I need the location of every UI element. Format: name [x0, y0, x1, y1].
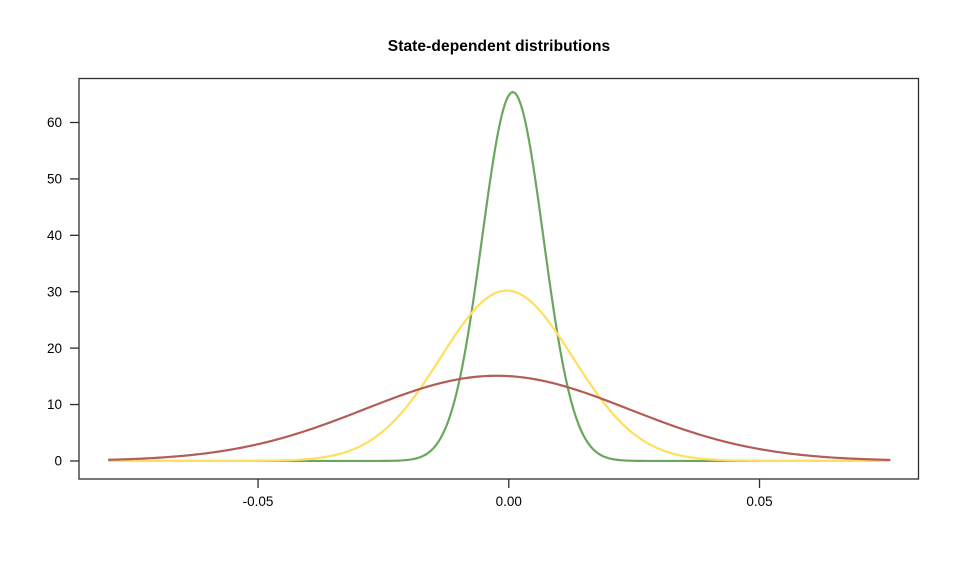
y-axis-tick-label: 60 — [47, 115, 62, 130]
y-axis-tick-label: 40 — [47, 228, 62, 243]
curve-wide-flat-distribution — [107, 374, 891, 461]
chart-title: State-dependent distributions — [387, 38, 611, 55]
y-axis-tick-label: 20 — [47, 341, 62, 356]
y-axis-tick-label: 0 — [54, 454, 62, 469]
y-axis-tick-label: 50 — [47, 172, 62, 187]
x-axis-tick-label: 0.00 — [496, 494, 522, 509]
curve-medium-peak-distribution — [107, 289, 891, 463]
x-axis-tick-label: 0.05 — [746, 494, 772, 509]
y-axis-tick-label: 10 — [47, 397, 62, 412]
curve-narrow-peak-distribution — [107, 90, 891, 463]
x-axis-tick-label: -0.05 — [243, 494, 274, 509]
plot-frame — [78, 77, 920, 480]
y-axis-tick-label: 30 — [47, 284, 62, 299]
